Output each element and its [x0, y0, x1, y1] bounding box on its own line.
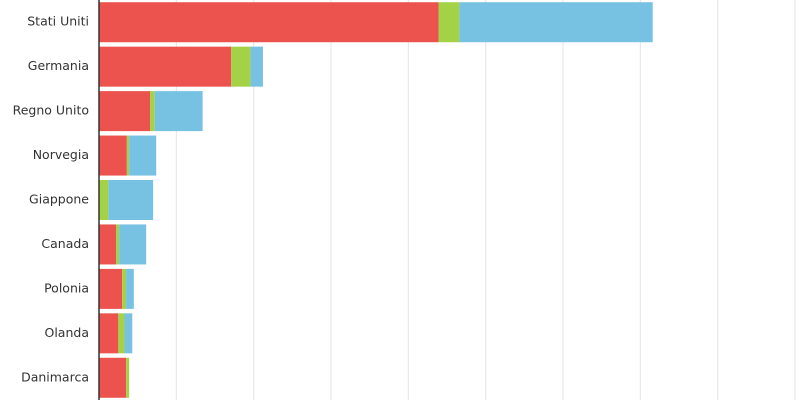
- bar-segment: [99, 135, 127, 176]
- bar-segment: [126, 357, 130, 398]
- y-tick-label: Stati Uniti: [27, 14, 89, 29]
- y-tick-label: Danimarca: [21, 369, 89, 384]
- bar-segment: [459, 2, 653, 43]
- y-tick-label: Giappone: [29, 192, 89, 207]
- bar-segment: [150, 91, 155, 132]
- y-tick-label: Canada: [41, 236, 89, 251]
- bar-segment: [129, 135, 157, 176]
- y-tick-label: Regno Unito: [13, 103, 89, 118]
- bar-segment: [124, 313, 133, 354]
- bar-segment: [99, 2, 439, 43]
- bar-segment: [116, 224, 120, 265]
- bar-segment: [99, 357, 127, 398]
- bar-segment: [99, 313, 119, 354]
- bar-segment: [99, 224, 117, 265]
- bar-segment: [119, 224, 147, 265]
- bar-segment: [126, 268, 134, 309]
- bar-segment: [438, 2, 460, 43]
- bar-segment: [231, 46, 251, 87]
- bar-segment: [99, 91, 151, 132]
- y-tick-label: Norvegia: [33, 147, 89, 162]
- bar-segment: [99, 268, 123, 309]
- bar-segment: [118, 313, 125, 354]
- y-tick-label: Olanda: [45, 325, 90, 340]
- bar-segment: [250, 46, 263, 87]
- bar-segment: [99, 46, 232, 87]
- bar-segment: [108, 180, 154, 220]
- bar-segment: [126, 135, 130, 176]
- y-tick-label: Polonia: [44, 280, 89, 295]
- bar-segment: [122, 268, 127, 309]
- bar-segment: [99, 180, 109, 220]
- bar-segment: [154, 91, 203, 132]
- y-tick-label: Germania: [28, 58, 89, 73]
